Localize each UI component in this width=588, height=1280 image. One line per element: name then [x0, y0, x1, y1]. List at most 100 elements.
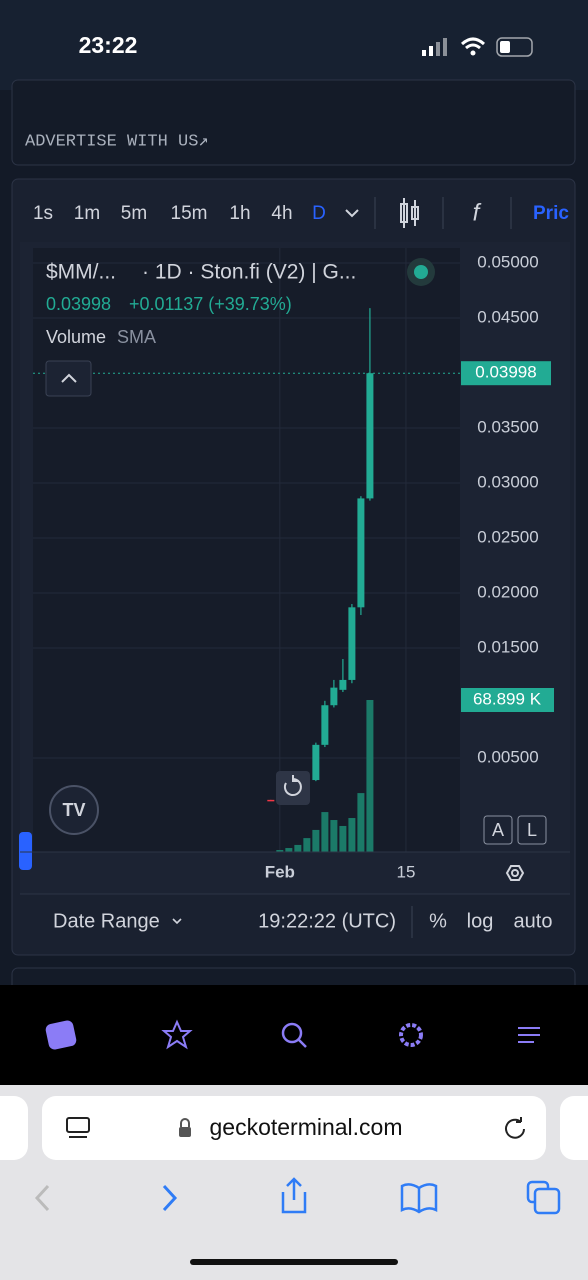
symbol: $MM/... [46, 261, 116, 284]
settings-button[interactable] [505, 865, 525, 881]
tv-logo[interactable] [49, 785, 99, 835]
candle-body [348, 607, 356, 680]
url: geckoterminal.com [209, 1114, 402, 1140]
last-price-badge [461, 361, 551, 386]
menu-tab[interactable] [518, 1027, 540, 1043]
y-tick-label: 0.01500 [477, 638, 538, 657]
indicators-button[interactable]: f [473, 199, 482, 226]
favorites-tab[interactable] [161, 1019, 193, 1050]
interval-bar: 1s 1m 5m 15m 1h 4h D [33, 203, 326, 224]
back-button[interactable] [34, 1184, 50, 1212]
clock: 23:22 [79, 32, 138, 58]
bottom-nav [0, 985, 588, 1085]
interval[interactable]: 4h [271, 203, 292, 224]
home-tab[interactable] [45, 1019, 78, 1050]
scale-button[interactable] [517, 815, 547, 845]
home-indicator [190, 1259, 398, 1265]
volume-bar [321, 812, 329, 852]
bookmarks-button[interactable] [400, 1183, 438, 1214]
interval[interactable]: 1m [74, 203, 100, 224]
settings-dot [511, 869, 519, 877]
volume-label: 68.899 K [473, 689, 542, 708]
last-price: 0.03998 [46, 294, 111, 314]
y-tick-label: 0.03500 [477, 417, 538, 436]
candle-body [312, 744, 320, 781]
side-toggle[interactable] [19, 832, 32, 870]
collapse-icon [61, 373, 77, 383]
collapse-button[interactable] [45, 360, 92, 397]
x-tick-label: 15 [396, 862, 415, 881]
reset-button[interactable] [276, 771, 310, 805]
lock-shackle [180, 1118, 190, 1127]
y-tick-label: 0.02500 [477, 527, 538, 546]
volume-bar [276, 850, 284, 852]
scale-option[interactable]: log [467, 910, 494, 932]
tv-logo-text: TV [62, 800, 85, 820]
volume-bar [339, 825, 347, 852]
volume-bar [312, 829, 320, 852]
y-tick-label: 0.04500 [477, 307, 538, 326]
search-handle [298, 1039, 307, 1048]
interval[interactable]: 1s [33, 203, 53, 224]
volume-bar [303, 838, 311, 852]
wifi-icon [460, 37, 486, 50]
search-tab[interactable] [281, 1022, 303, 1044]
scale-button-label: A [492, 820, 504, 840]
signal-icon [422, 38, 447, 56]
status-dot [414, 265, 428, 279]
utc-time: 19:22:22 (UTC) [258, 910, 396, 932]
scale-options: % log auto [429, 910, 552, 932]
volume-bar [348, 818, 356, 852]
interval[interactable]: D [312, 203, 326, 224]
candle-body [267, 799, 275, 802]
volume-badge [461, 688, 554, 712]
interval[interactable]: 15m [171, 203, 208, 224]
last-price-label: 0.03998 [475, 363, 536, 382]
date-range[interactable]: Date Range [53, 910, 160, 932]
advert-box [11, 79, 576, 166]
battery-level [500, 41, 510, 53]
y-tick-label: 0.00500 [477, 748, 538, 767]
reader-icon[interactable] [66, 1117, 90, 1138]
y-tick-label: 0.03000 [477, 472, 538, 491]
share-button[interactable] [281, 1177, 307, 1214]
scale-button-label: L [527, 820, 537, 840]
y-tick-label: 0.02000 [477, 583, 538, 602]
settings-tab[interactable] [399, 1023, 423, 1047]
status-bar [0, 0, 588, 90]
volume-bar [366, 700, 374, 852]
prev-tab[interactable] [0, 1096, 28, 1160]
source: · 1D · Ston.fi (V2) | G... [142, 261, 356, 284]
volume-bar [294, 844, 302, 852]
candle-body [321, 705, 329, 745]
candle-body [339, 679, 347, 690]
volume-bar [357, 793, 365, 852]
price-tab[interactable]: Pric [533, 203, 569, 224]
candle-body [366, 373, 374, 499]
next-tab[interactable] [560, 1096, 588, 1160]
forward-button[interactable] [162, 1184, 178, 1212]
tabs-button-front [533, 1187, 561, 1215]
interval[interactable]: 5m [121, 203, 147, 224]
scale-option[interactable]: % [429, 910, 447, 932]
dropdown-arrow[interactable] [345, 209, 359, 218]
indicator-name: Volume [46, 327, 106, 347]
indicator-kind: SMA [117, 327, 156, 347]
battery [496, 37, 533, 57]
scale-option[interactable]: auto [514, 910, 553, 932]
candle-type-button[interactable] [400, 198, 419, 228]
lock-icon [179, 1127, 191, 1137]
reload[interactable] [505, 1117, 525, 1139]
price-change: +0.01137 (+39.73%) [129, 294, 292, 314]
scale-button[interactable] [483, 815, 513, 845]
plot: 0.05000 0.04500 0.03500 0.03000 0.02500 0.020… [33, 248, 554, 881]
url-bar[interactable] [42, 1096, 546, 1160]
date-range-arrow [172, 918, 182, 925]
advert-link[interactable]: ADVERTISE WITH US↗ [25, 132, 209, 151]
wifi-dot [470, 50, 476, 56]
interval[interactable]: 1h [229, 203, 250, 224]
y-tick-label: 0.05000 [477, 252, 538, 271]
